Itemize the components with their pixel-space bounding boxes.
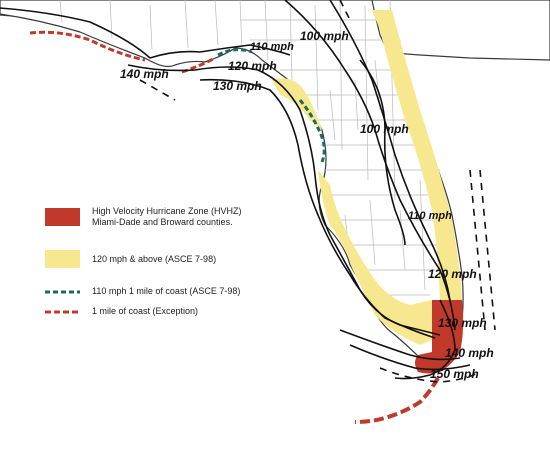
legend-coast-110-label: 110 mph 1 mile of coast (ASCE 7-98) bbox=[92, 286, 241, 296]
zone-120-east bbox=[372, 10, 462, 300]
label-120-south: 120 mph bbox=[428, 267, 477, 281]
florida-coast bbox=[0, 0, 464, 365]
legend-hvhz-label: High Velocity Hurricane Zone (HVHZ) bbox=[92, 206, 242, 216]
legend-120: 120 mph & above (ASCE 7-98) bbox=[45, 250, 216, 268]
label-120-panhandle: 120 mph bbox=[228, 59, 277, 73]
label-130-panhandle: 130 mph bbox=[213, 79, 262, 93]
label-110-panhandle: 110 mph bbox=[250, 41, 294, 53]
legend-hvhz: High Velocity Hurricane Zone (HVHZ) Miam… bbox=[45, 206, 242, 228]
legend-coast-exception-label: 1 mile of coast (Exception) bbox=[92, 306, 199, 316]
label-100-mid: 100 mph bbox=[360, 122, 409, 136]
legend-coast-exception-swatch bbox=[45, 310, 80, 313]
legend-coast-110: 110 mph 1 mile of coast (ASCE 7-98) bbox=[45, 286, 240, 297]
contour-lines bbox=[0, 0, 496, 383]
coast-110-line bbox=[217, 48, 326, 163]
legend-120-label: 120 mph & above (ASCE 7-98) bbox=[92, 253, 217, 264]
label-110-east: 110 mph bbox=[408, 210, 452, 222]
legend-hvhz-swatch bbox=[45, 208, 80, 226]
label-140-panhandle: 140 mph bbox=[120, 67, 169, 81]
zone-hvhz bbox=[415, 300, 464, 374]
legend-coast-110-swatch bbox=[45, 290, 80, 293]
label-150-south: 150 mph bbox=[430, 367, 479, 381]
label-130-south: 130 mph bbox=[438, 316, 487, 330]
label-140-south: 140 mph bbox=[445, 346, 494, 360]
legend-hvhz-sub: Miami-Dade and Broward counties. bbox=[92, 217, 233, 227]
legend-120-swatch bbox=[45, 250, 80, 268]
legend-coast-exception: 1 mile of coast (Exception) bbox=[45, 306, 198, 317]
label-100-north: 100 mph bbox=[300, 29, 349, 43]
florida-keys bbox=[354, 377, 440, 424]
